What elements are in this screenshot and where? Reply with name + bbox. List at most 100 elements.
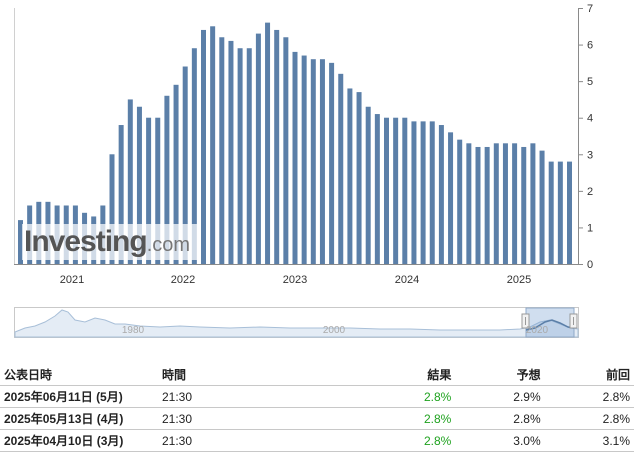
bar[interactable] <box>356 92 362 264</box>
y-axis-ticks: 0 1 2 3 4 5 6 7 <box>578 3 593 271</box>
bar[interactable] <box>384 117 389 265</box>
header-forecast[interactable]: 予想 <box>455 364 545 386</box>
header-date[interactable]: 公表日時 <box>0 364 158 386</box>
x-tick-label: 2021 <box>60 274 84 286</box>
bar[interactable] <box>420 121 426 265</box>
navigator-selection-series <box>525 319 575 331</box>
bar[interactable] <box>512 143 518 264</box>
bar[interactable] <box>109 154 115 264</box>
x-tick-label: 2023 <box>283 274 307 286</box>
bar[interactable] <box>127 99 133 265</box>
y-tick-label: 6 <box>587 40 593 52</box>
bar[interactable] <box>319 59 325 265</box>
navigator-label-2020: 2020 <box>526 325 549 336</box>
header-actual[interactable]: 結果 <box>366 364 456 386</box>
table-row: 2025年05月13日 (4月) 21:30 2.8% 2.8% 2.8% <box>0 407 634 430</box>
row-previous: 2.8% <box>544 385 634 408</box>
row-forecast: 2.8% <box>455 407 545 430</box>
y-tick-label: 5 <box>587 76 593 88</box>
table-row: 2025年04月10日 (3月) 21:30 2.8% 3.0% 3.1% <box>0 429 634 452</box>
navigator-label-2000: 2000 <box>323 325 346 336</box>
y-tick-label: 4 <box>587 113 593 125</box>
row-forecast: 2.9% <box>455 385 545 408</box>
y-tick-label: 1 <box>587 222 593 234</box>
bar[interactable] <box>283 37 289 265</box>
table-header-row: 公表日時 時間 結果 予想 前回 <box>0 364 634 386</box>
release-history-table: 公表日時 時間 結果 予想 前回 2025年06月11日 (5月) 21:30 … <box>0 364 634 452</box>
x-tick-label: 2022 <box>171 274 195 286</box>
row-time: 21:30 <box>158 385 366 408</box>
investing-logo: Investing .com <box>22 224 198 260</box>
row-time: 21:30 <box>158 407 366 430</box>
bar[interactable] <box>448 132 454 264</box>
row-actual: 2.8% <box>366 407 456 430</box>
row-previous: 3.1% <box>544 429 634 452</box>
bar[interactable] <box>310 59 316 265</box>
bar[interactable] <box>210 26 216 264</box>
bar[interactable] <box>475 146 481 264</box>
bar[interactable] <box>201 29 206 264</box>
bar[interactable] <box>557 161 563 264</box>
bar[interactable] <box>255 33 261 264</box>
y-tick-label: 2 <box>587 186 593 198</box>
logo-suffix-text: .com <box>146 233 191 256</box>
navigator[interactable]: 1980 2000 2020 <box>14 307 579 338</box>
bar[interactable] <box>429 121 435 265</box>
row-date: 2025年05月13日 (4月) <box>0 407 158 430</box>
bar[interactable] <box>265 22 271 264</box>
bar[interactable] <box>329 62 335 264</box>
header-previous[interactable]: 前回 <box>544 364 634 386</box>
bar[interactable] <box>182 66 188 264</box>
row-previous: 2.8% <box>544 407 634 430</box>
x-axis-ticks: 2021 2022 2023 2024 2025 <box>60 274 531 286</box>
chart-container: 0 1 2 3 4 5 6 7 2021 2022 2023 2024 2025 1980 2000 … <box>14 3 593 338</box>
navigator-label-1980: 1980 <box>122 325 145 336</box>
row-actual: 2.8% <box>366 429 456 452</box>
bar[interactable] <box>521 146 527 264</box>
bar[interactable] <box>274 29 280 264</box>
bar[interactable] <box>155 117 161 265</box>
bar[interactable] <box>301 55 307 264</box>
row-date: 2025年04月10日 (3月) <box>0 429 158 452</box>
bar[interactable] <box>393 117 399 265</box>
bar[interactable] <box>502 143 508 264</box>
bar[interactable] <box>228 40 234 264</box>
bar[interactable] <box>146 117 152 265</box>
bar[interactable] <box>164 95 170 265</box>
logo-main-text: Investing <box>24 225 148 258</box>
bar[interactable] <box>493 143 499 264</box>
y-tick-label: 0 <box>587 259 593 271</box>
bar[interactable] <box>246 48 252 265</box>
bar[interactable] <box>365 106 371 265</box>
bar[interactable] <box>484 146 490 264</box>
bar[interactable] <box>136 106 142 265</box>
bar[interactable] <box>530 143 536 264</box>
bar[interactable] <box>567 161 572 264</box>
bar[interactable] <box>466 143 472 264</box>
y-tick-label: 3 <box>587 149 593 161</box>
bar[interactable] <box>292 51 298 264</box>
bar[interactable] <box>173 84 179 264</box>
bar[interactable] <box>219 37 225 265</box>
bar[interactable] <box>338 73 344 264</box>
bar[interactable] <box>191 48 197 265</box>
y-tick-label: 7 <box>587 3 593 15</box>
row-time: 21:30 <box>158 429 366 452</box>
bar[interactable] <box>118 125 124 264</box>
bar[interactable] <box>457 139 463 264</box>
table-row: 2025年06月11日 (5月) 21:30 2.8% 2.9% 2.8% <box>0 385 634 408</box>
bar[interactable] <box>237 48 243 265</box>
row-date: 2025年06月11日 (5月) <box>0 385 158 408</box>
bar[interactable] <box>548 161 554 264</box>
header-time[interactable]: 時間 <box>158 364 366 386</box>
bar-chart: 0 1 2 3 4 5 6 7 2021 2022 2023 2024 2025 1980 2000 … <box>14 3 593 338</box>
bar[interactable] <box>374 114 380 264</box>
bar[interactable] <box>18 220 23 264</box>
x-tick-label: 2024 <box>395 274 419 286</box>
row-actual: 2.8% <box>366 385 456 408</box>
bar[interactable] <box>539 150 545 264</box>
bar[interactable] <box>347 88 353 265</box>
bar[interactable] <box>438 125 444 264</box>
bar[interactable] <box>411 121 417 265</box>
bar[interactable] <box>402 117 408 265</box>
